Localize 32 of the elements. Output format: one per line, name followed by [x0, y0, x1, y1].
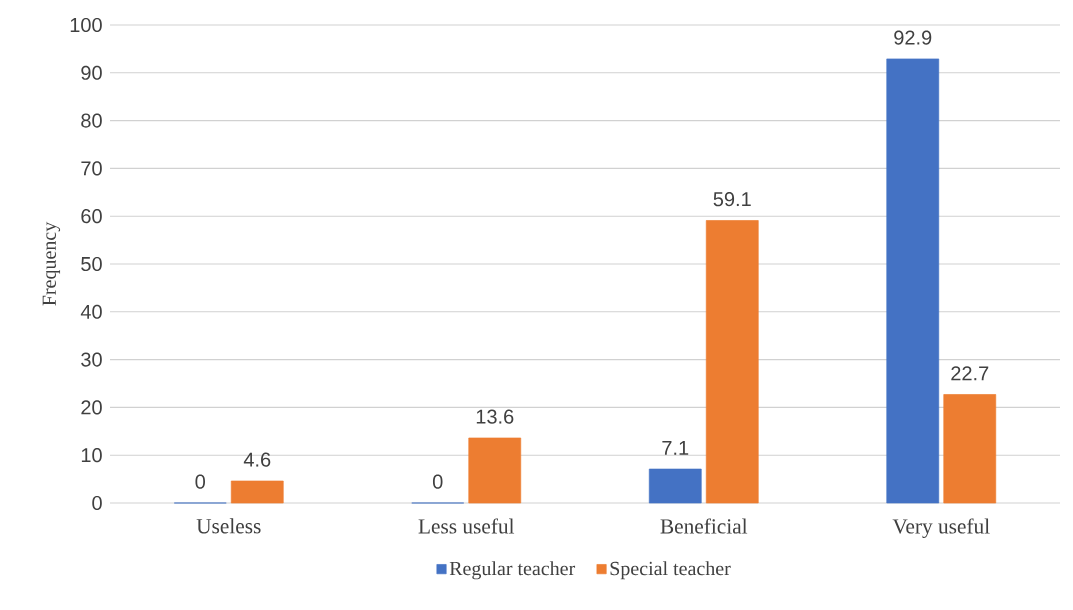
bar	[648, 468, 702, 504]
x-tick-label: Very useful	[892, 518, 990, 538]
y-tick-label: 10	[81, 448, 102, 463]
bar	[705, 220, 759, 504]
y-tick-label: 40	[80, 304, 102, 319]
y-tick-label: 0	[92, 495, 102, 511]
y-tick-label: 100	[70, 17, 102, 33]
bar	[943, 394, 997, 504]
bar	[886, 58, 940, 504]
x-tick-label: Useless	[196, 518, 261, 534]
y-tick-label: 20	[81, 400, 102, 415]
bar	[468, 437, 522, 504]
y-tick-label: 80	[81, 113, 102, 128]
legend-label: Special teacher	[610, 561, 731, 580]
y-tick-label: 60	[81, 209, 102, 224]
legend-label: Regular teacher	[449, 561, 576, 580]
y-tick-label: 30	[81, 352, 102, 367]
data-label: 0	[195, 474, 206, 489]
data-label: 0	[432, 474, 443, 489]
x-tick-label: Less useful	[418, 518, 515, 534]
data-label: 22.7	[951, 366, 989, 381]
data-label: 13.6	[476, 409, 514, 424]
data-label: 59.1	[713, 192, 751, 207]
y-tick-label: 50	[81, 256, 102, 272]
y-tick-label: 70	[81, 161, 102, 176]
y-axis-title: Frequency	[42, 221, 61, 306]
data-label: 7.1	[662, 441, 689, 455]
data-label: 4.6	[243, 452, 271, 467]
data-label: 92.9	[894, 30, 932, 45]
y-tick-label: 90	[81, 65, 102, 80]
x-tick-label: Beneficial	[660, 518, 748, 534]
bar	[230, 480, 284, 504]
